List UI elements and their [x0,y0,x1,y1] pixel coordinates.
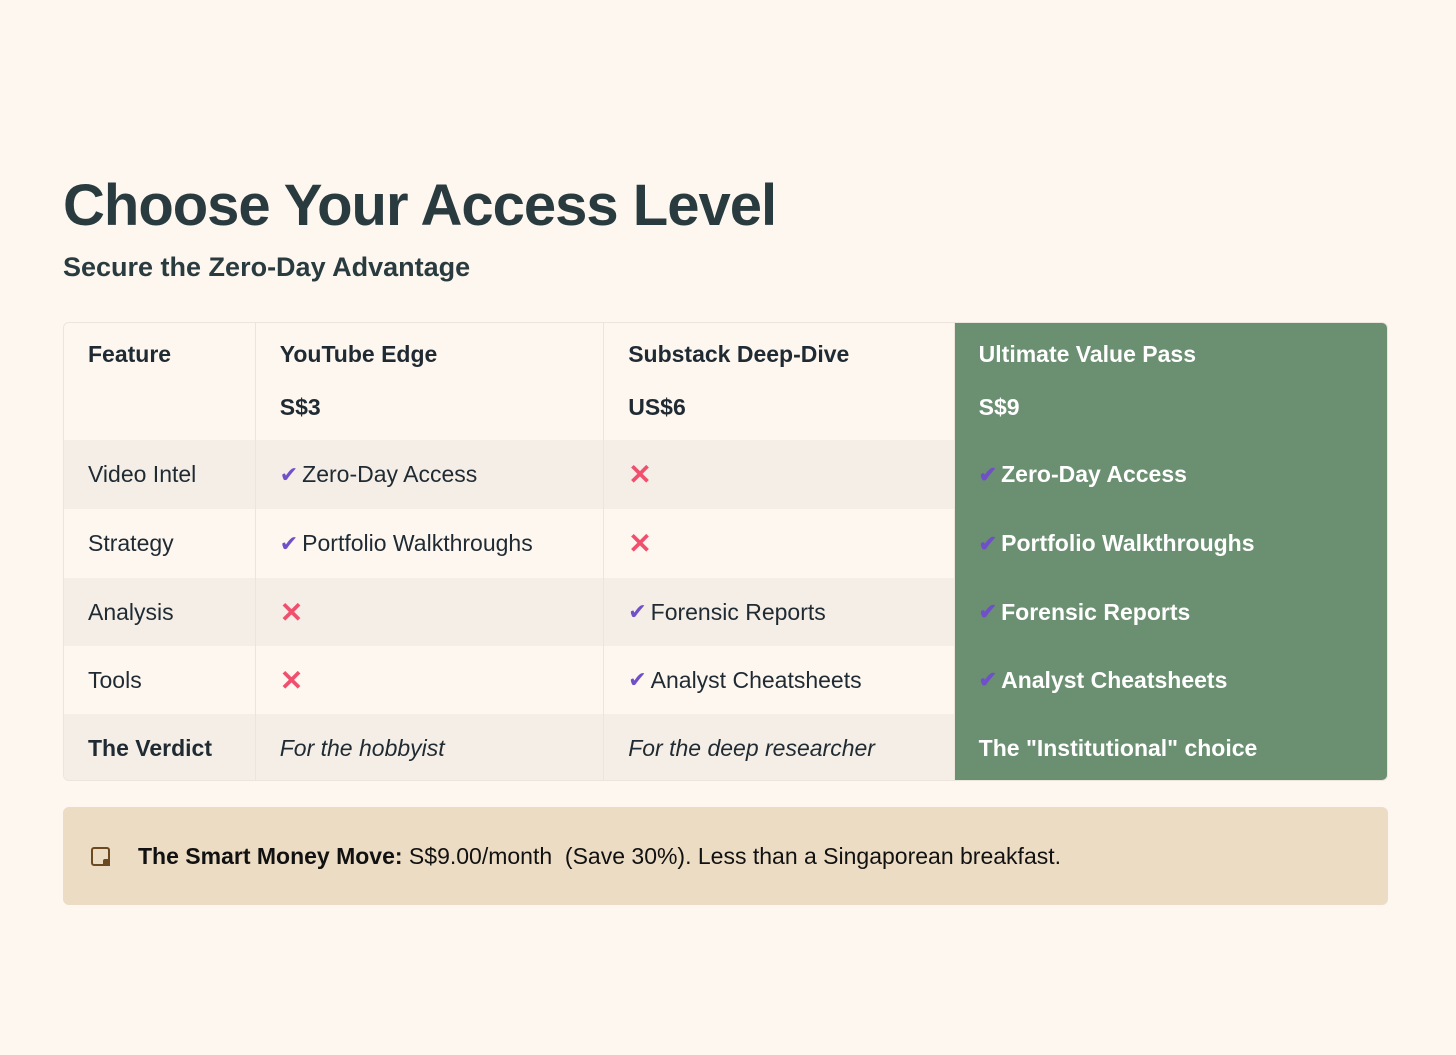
check-icon: ✔ [978,667,998,692]
smart-money-callout: The Smart Money Move: S$9.00/month (Save… [63,807,1388,905]
table-row: Tools ✕ ✔ Analyst Cheatsheets ✔ Analyst Cheat… [64,646,1387,714]
callout-text: S$9.00/month (Save 30%). Less than a Sin… [402,842,1062,869]
feature-cell: ✕ [604,440,955,509]
feature-cell: ✔ Analyst Cheatsheets [604,646,955,714]
feature-text: Portfolio Walkthroughs [302,530,533,556]
feature-text: Analyst Cheatsheets [1001,666,1228,693]
check-icon: ✔ [279,530,299,556]
verdict-ultimate: The "Institutional" choice [954,714,1387,780]
feature-label: Strategy [64,509,256,578]
feature-label: Video Intel [64,440,256,509]
feature-text: Forensic Reports [650,598,826,625]
verdict-substack: For the deep researcher [604,714,955,780]
plan-name: Ultimate Value Pass [978,341,1197,367]
note-icon [91,846,110,866]
feature-text: Portfolio Walkthroughs [1001,530,1255,556]
check-icon: ✔ [978,530,998,556]
callout-title: The Smart Money Move: [138,842,403,869]
cross-icon: ✕ [279,596,304,628]
cross-icon: ✕ [628,459,652,490]
feature-cell: ✔ Zero-Day Access [954,440,1387,509]
feature-text: Analyst Cheatsheets [650,666,862,693]
table-row: Strategy ✔ Portfolio Walkthroughs ✕ ✔ Portfol… [64,509,1387,578]
check-icon: ✔ [279,461,299,487]
check-icon: ✔ [978,461,998,487]
cross-icon: ✕ [628,528,652,559]
header-youtube-edge: YouTube Edge S$3 [255,323,605,440]
feature-cell: ✕ [604,509,955,578]
feature-text: Zero-Day Access [302,461,478,487]
verdict-youtube: For the hobbyist [255,714,605,780]
table-row: Analysis ✕ ✔ Forensic Reports ✔ Forensic Repo… [64,578,1387,646]
feature-text: Zero-Day Access [1001,461,1187,487]
plan-price: S$9 [978,394,1020,420]
plan-price: US$6 [628,394,686,420]
feature-cell: ✔ Forensic Reports [604,578,955,646]
header-row: Feature YouTube Edge S$3 Substack Deep-Di… [64,323,1387,440]
check-icon: ✔ [628,667,647,692]
plan-name: Substack Deep-Dive [628,341,850,367]
verdict-label: The Verdict [64,714,256,780]
cross-icon: ✕ [279,664,304,696]
header-feature: Feature [64,323,256,440]
feature-text: Forensic Reports [1001,598,1191,625]
feature-cell: ✔ Portfolio Walkthroughs [954,509,1387,578]
header-ultimate-value-pass: Ultimate Value Pass S$9 [954,323,1387,440]
plan-price: S$3 [279,394,321,420]
page-title: Choose Your Access Level [63,173,777,238]
header-label: Feature [88,341,172,367]
check-icon: ✔ [978,599,998,624]
table-row: Video Intel ✔ Zero-Day Access ✕ ✔ Zero-Day Ac… [64,440,1387,509]
feature-cell: ✔ Portfolio Walkthroughs [256,509,605,578]
check-icon: ✔ [628,599,647,624]
comparison-table: Feature YouTube Edge S$3 Substack Deep-Di… [63,322,1388,781]
page-subtitle: Secure the Zero-Day Advantage [63,252,471,282]
feature-cell: ✔ Analyst Cheatsheets [954,646,1387,714]
header-substack-deep-dive: Substack Deep-Dive US$6 [604,323,955,440]
feature-cell: ✕ [255,578,605,646]
feature-label: Tools [64,646,256,714]
verdict-row: The Verdict For the hobbyist For the dee… [64,714,1387,780]
feature-label: Analysis [64,578,256,646]
feature-cell: ✔ Forensic Reports [954,578,1387,646]
feature-cell: ✕ [256,646,605,714]
feature-cell: ✔ Zero-Day Access [255,440,605,509]
plan-name: YouTube Edge [279,341,438,367]
